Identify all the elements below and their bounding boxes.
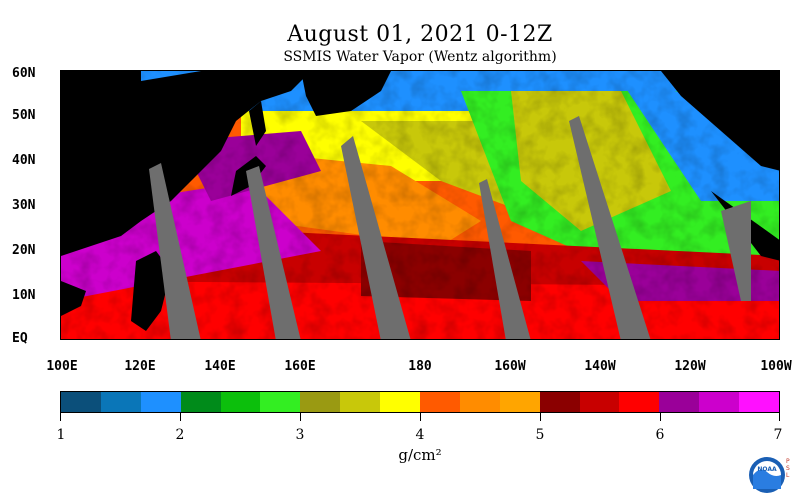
lon-label-100w: 100W	[760, 359, 792, 374]
colorbar-label-3: 3	[295, 427, 305, 443]
colorbar-segment-5	[260, 392, 301, 412]
lon-label-120w: 120W	[674, 359, 706, 374]
colorbar-label-2: 2	[175, 427, 185, 443]
colorbar-label-6: 6	[655, 427, 665, 443]
colorbar-segment-8	[380, 392, 421, 412]
color-scale-bar	[60, 391, 780, 413]
map-title: August 01, 2021 0-12Z	[287, 22, 553, 47]
colorbar-segment-16	[699, 392, 740, 412]
colorbar-label-7: 7	[773, 427, 783, 443]
lon-label-160w: 160W	[494, 359, 526, 374]
lon-label-140e: 140E	[204, 359, 236, 374]
map-canvas	[61, 71, 779, 339]
southeast-asia-land	[61, 281, 86, 316]
lat-label-50n: 50N	[12, 108, 36, 123]
colorbar-tick	[660, 413, 661, 421]
noaa-logo: NOAA	[749, 457, 785, 493]
colorbar-segment-10	[459, 392, 500, 412]
colorbar-tick	[540, 413, 541, 421]
colorbar-tick	[420, 413, 421, 421]
svg-text:NOAA: NOAA	[757, 466, 777, 473]
colorbar-segment-2	[140, 392, 181, 412]
swath-gap-2	[246, 166, 301, 339]
swath-gap-1	[149, 163, 201, 339]
water-vapor-map	[60, 70, 780, 340]
colorbar-tick	[300, 413, 301, 421]
colorbar-units: g/cm²	[398, 446, 442, 464]
sakhalin-land	[249, 101, 266, 146]
asia-landmass	[61, 71, 311, 256]
colorbar-segment-3	[180, 392, 221, 412]
lat-label-10n: 10N	[12, 288, 36, 303]
colorbar-tick	[180, 413, 181, 421]
colorbar-label-4: 4	[415, 427, 425, 443]
lon-label-140w: 140W	[584, 359, 616, 374]
lon-label-100e: 100E	[46, 359, 78, 374]
colorbar-segment-0	[61, 392, 101, 412]
swath-gap-6	[721, 201, 751, 301]
philippines-land	[131, 251, 171, 331]
lat-label-60n: 60N	[12, 66, 36, 81]
colorbar-tick	[60, 413, 61, 421]
lat-label-40n: 40N	[12, 153, 36, 168]
colorbar-segment-7	[340, 392, 381, 412]
lon-label-180: 180	[408, 359, 432, 374]
swath-gap-4	[479, 179, 531, 339]
colorbar-label-1: 1	[56, 427, 66, 443]
lon-label-160e: 160E	[284, 359, 316, 374]
swath-gap-5	[569, 116, 651, 339]
colorbar-tick	[779, 413, 780, 421]
colorbar-segment-15	[659, 392, 700, 412]
colorbar-segment-11	[499, 392, 540, 412]
lat-label-eq: EQ	[12, 331, 28, 346]
lat-label-20n: 20N	[12, 243, 36, 258]
colorbar-label-5: 5	[535, 427, 545, 443]
lon-label-120e: 120E	[124, 359, 156, 374]
colorbar-segment-12	[539, 392, 580, 412]
map-subtitle: SSMIS Water Vapor (Wentz algorithm)	[283, 49, 557, 65]
colorbar-segment-9	[420, 392, 460, 412]
colorbar-segment-13	[579, 392, 620, 412]
colorbar-segment-6	[300, 392, 341, 412]
kamchatka-land	[301, 71, 391, 116]
lat-label-30n: 30N	[12, 198, 36, 213]
colorbar-segment-14	[619, 392, 660, 412]
swath-gap-3	[341, 136, 411, 339]
colorbar-segment-1	[100, 392, 141, 412]
colorbar-segment-4	[220, 392, 261, 412]
north-america-landmass	[661, 71, 779, 171]
colorbar-segment-17	[739, 392, 780, 412]
